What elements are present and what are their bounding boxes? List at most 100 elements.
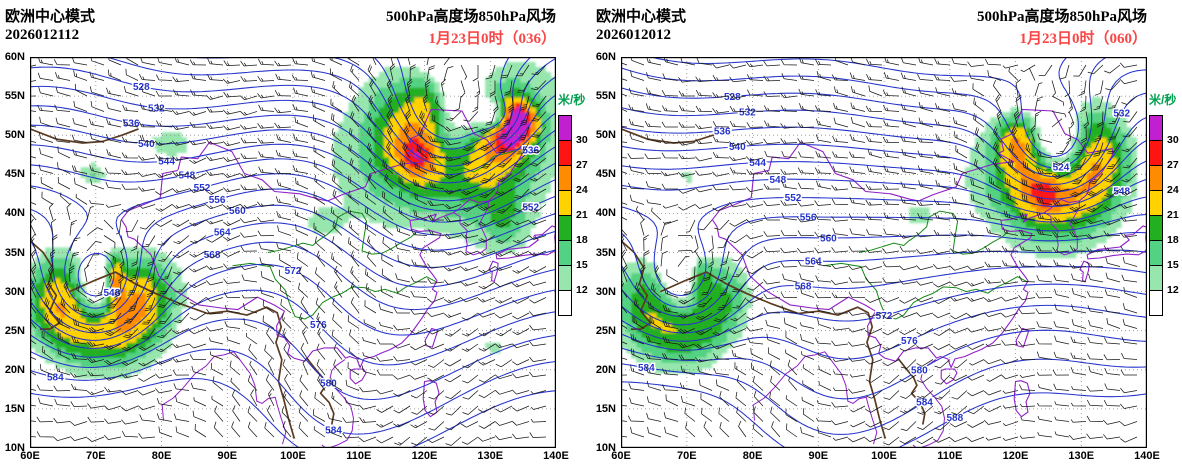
lat-tick-label: 45N [4,168,25,181]
legend-color-box [1149,290,1163,316]
contour-label: 584 [47,373,64,384]
lat-axis: 60N 55N 50N 45N 40N 35N 30N 25N 20N 15N 10N [591,51,618,454]
contour-label: 584 [916,398,933,409]
legend-color-box [1149,215,1163,241]
legend-colorbar: 30 27 24 21 18 15 12 [1149,115,1182,316]
contour-label: 548 [769,175,786,186]
panel-header-row2: 2026012112 1月23日0时（036） [5,27,556,48]
legend-color-box [558,190,572,216]
lon-tick-label: 90E [217,450,238,462]
contour-label: 580 [320,379,337,390]
wind-barbs-layer [621,57,1138,446]
contour-label: 572 [285,266,302,277]
lat-tick-label: 25N [4,324,25,337]
legend-tick-value: 15 [1167,259,1179,271]
init-time: 2026012112 [5,27,80,43]
contour-label: 532 [1113,108,1130,119]
legend-color-box [1149,240,1163,266]
contour-label: 568 [204,250,221,261]
lat-tick-label: 20N [4,363,25,376]
lon-tick-label: 120E [1002,450,1029,462]
legend-color-box [558,290,572,316]
lat-tick-label: 30N [4,285,25,298]
lon-tick-label: 80E [151,450,172,462]
legend-tick-value: 21 [576,209,588,221]
lat-tick-label: 40N [4,207,25,220]
contour-label: 532 [739,108,756,119]
model-name: 欧洲中心模式 [596,9,687,25]
lat-tick-label: 60N [595,51,616,63]
contour-label: 568 [795,282,812,293]
contour-label: 548 [178,171,195,182]
legend-tick-value: 24 [576,184,588,196]
contour-label: 552 [785,193,802,204]
legend-color-box [1149,190,1163,216]
legend-tick-value: 27 [1167,159,1179,171]
lon-tick-label: 100E [871,450,897,462]
panel-header-row1: 欧洲中心模式 500hPa高度场850hPa风场 [596,5,1147,26]
geography-layer [621,108,1147,448]
legend-tick-value: 30 [1167,134,1179,146]
forecast-panel-right: 欧洲中心模式 500hPa高度场850hPa风场 2026012012 1月23… [591,0,1182,465]
lat-tick-label: 55N [4,90,25,103]
contour-label: 560 [229,206,246,217]
legend-color-box [1149,140,1163,166]
lat-axis: 60N 55N 50N 45N 40N 35N 30N 25N 20N 15N 10N [0,51,27,454]
contour-label: 536 [123,119,140,130]
contour-label: 548 [103,288,120,299]
contour-label: 560 [820,233,837,244]
lat-tick-label: 25N [595,324,616,337]
legend-color-box [558,115,572,141]
legend-tick-value: 15 [576,259,588,271]
contour-label: 564 [214,228,231,239]
legend-tick-value: 21 [1167,209,1179,221]
lon-tick-label: 60E [611,450,631,462]
lat-tick-label: 10N [595,442,616,454]
height-contours-layer [621,57,1147,448]
valid-time: 1月23日0时（036） [428,31,556,47]
panel-header-row2: 2026012012 1月23日0时（060） [596,27,1147,48]
contour-label: 548 [1113,187,1130,198]
lat-tick-label: 50N [595,129,616,142]
contour-labels-layer: 5285325365405445485525565605645685725765… [45,81,541,438]
contour-label: 556 [209,195,226,206]
legend-color-box [558,165,572,191]
legend-color-box [558,265,572,291]
grid-layer [30,57,556,448]
contour-label: 588 [946,413,963,424]
contour-label: 584 [325,425,342,436]
panel-header-row1: 欧洲中心模式 500hPa高度场850hPa风场 [5,5,556,26]
lat-tick-label: 55N [595,90,616,103]
lon-tick-label: 140E [543,450,569,462]
lon-tick-label: 130E [1068,450,1095,462]
map-border [621,57,1147,448]
lon-tick-label: 70E [85,450,106,462]
wind-barbs-layer [30,57,547,446]
legend-color-box [1149,265,1163,291]
map-canvas: 5245285325365405445485525565605645685725… [621,57,1147,448]
lon-tick-label: 130E [477,450,504,462]
height-contours-layer [30,57,556,448]
lat-tick-label: 60N [4,51,25,63]
contour-label: 576 [901,336,918,347]
wind-speed-legend: 米/秒 30 27 24 21 18 15 12 [1149,93,1182,316]
valid-time: 1月23日0时（060） [1019,31,1147,47]
lat-tick-label: 45N [595,168,616,181]
contour-label: 540 [729,142,746,153]
contour-label: 580 [911,366,928,377]
lat-tick-label: 50N [4,129,25,142]
lat-tick-label: 15N [4,402,25,415]
legend-tick-value: 24 [1167,184,1179,196]
wind-speed-legend: 米/秒 30 27 24 21 18 15 12 [558,93,591,316]
contour-label: 540 [138,139,155,150]
legend-color-box [1149,115,1163,141]
lon-tick-label: 140E [1134,450,1160,462]
lon-tick-label: 100E [280,450,306,462]
chart-title: 500hPa高度场850hPa风场 [976,9,1147,25]
lon-tick-label: 70E [676,450,697,462]
forecast-panel-left: 欧洲中心模式 500hPa高度场850hPa风场 2026012112 1月23… [0,5,591,464]
legend-color-box [558,215,572,241]
legend-tick-value: 18 [576,234,588,246]
lon-axis: 60E 70E 80E 90E 100E 110E 120E 130E 140E [20,450,569,464]
